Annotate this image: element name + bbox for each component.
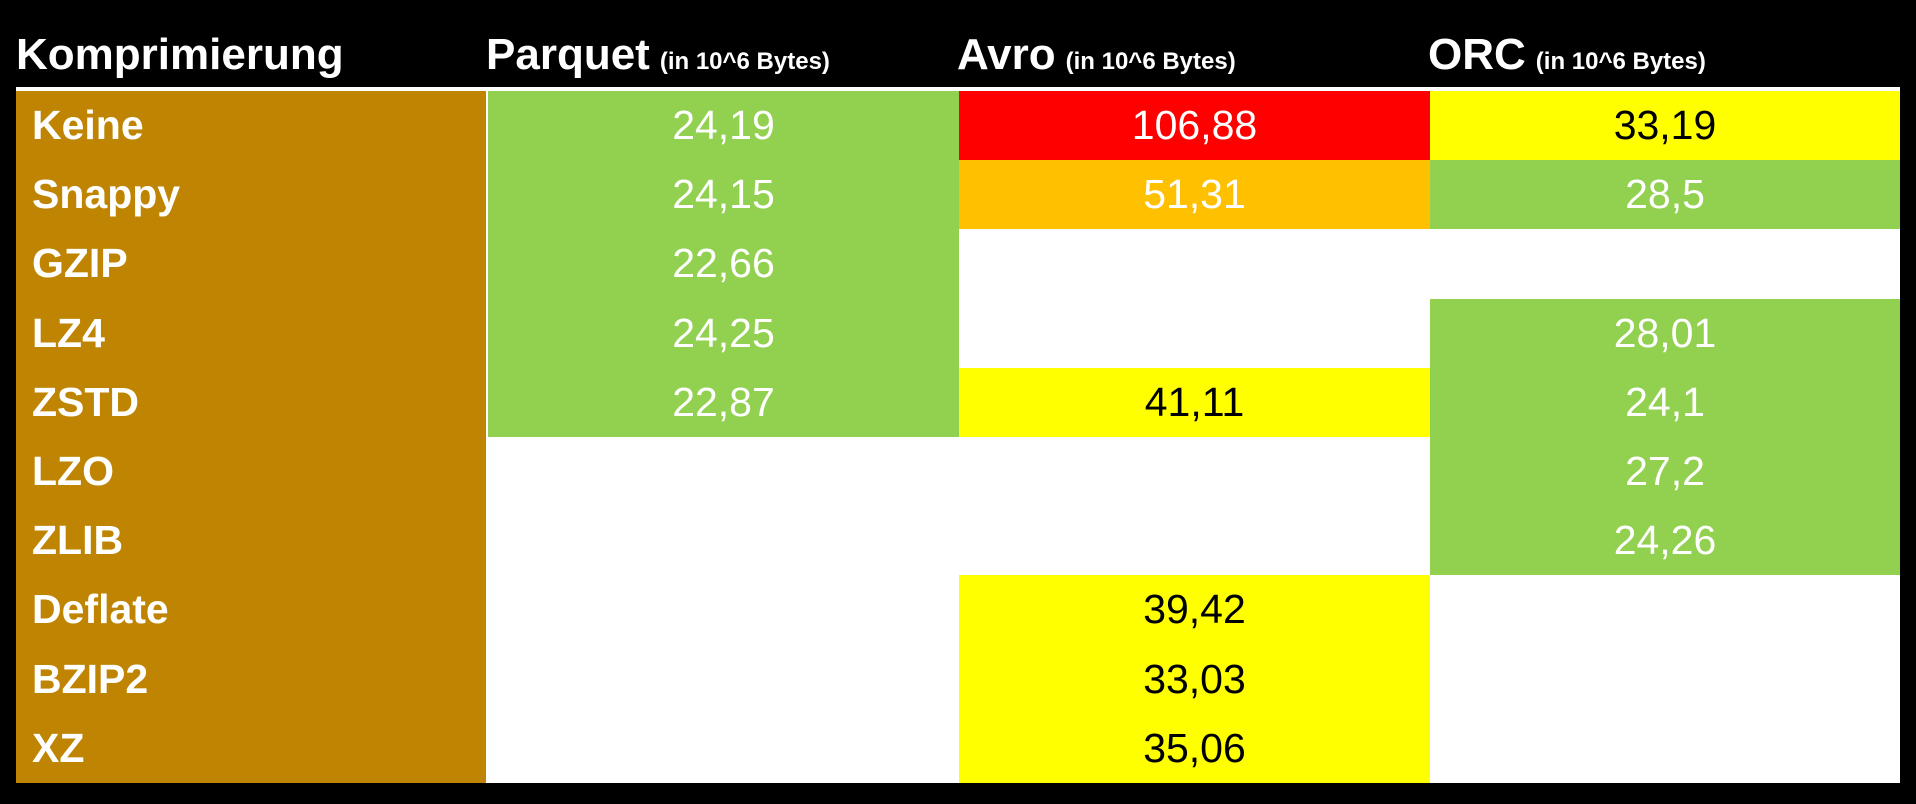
orc-cell	[1430, 575, 1900, 645]
table-row: Deflate 39,42	[16, 575, 1900, 645]
header-avro-label: Avro	[957, 30, 1056, 79]
parquet-cell: 24,15	[488, 160, 959, 230]
table-row: Keine 24,19 106,88 33,19	[16, 91, 1900, 161]
header-compression: Komprimierung	[16, 30, 344, 80]
header-orc-label: ORC	[1428, 30, 1526, 79]
avro-cell: 106,88	[959, 91, 1430, 161]
parquet-cell	[488, 713, 959, 783]
row-label: ZSTD	[32, 378, 140, 425]
orc-cell	[1430, 644, 1900, 714]
header-parquet-unit: (in 10^6 Bytes)	[659, 48, 830, 75]
header-avro: Avro (in 10^6 Bytes)	[957, 30, 1236, 80]
parquet-cell	[488, 575, 959, 645]
avro-cell	[959, 506, 1430, 576]
table-row: XZ 35,06	[16, 713, 1900, 783]
row-label: Keine	[32, 102, 144, 148]
parquet-cell	[488, 644, 959, 714]
row-label: Snappy	[32, 171, 181, 218]
orc-cell	[1430, 713, 1900, 783]
orc-cell: 27,2	[1430, 437, 1900, 507]
parquet-cell: 22,87	[488, 367, 959, 437]
row-label: GZIP	[32, 240, 128, 287]
table-row: GZIP 22,66	[16, 229, 1900, 299]
avro-cell: 33,03	[959, 644, 1430, 714]
table-row: BZIP2 33,03	[16, 644, 1900, 714]
table-row: ZSTD 22,87 41,11 24,1	[16, 367, 1900, 437]
avro-cell	[959, 298, 1430, 368]
row-label: LZO	[32, 448, 114, 494]
row-label: ZLIB	[32, 517, 124, 564]
orc-cell: 33,19	[1430, 91, 1900, 161]
table-row: LZO 27,2	[16, 437, 1900, 507]
orc-cell	[1430, 229, 1900, 299]
parquet-cell: 24,19	[488, 91, 959, 161]
avro-cell: 39,42	[959, 575, 1430, 645]
header-parquet-label: Parquet	[486, 30, 650, 79]
label-column	[16, 91, 486, 783]
header-parquet: Parquet (in 10^6 Bytes)	[486, 30, 830, 80]
parquet-cell	[488, 506, 959, 576]
avro-cell: 35,06	[959, 713, 1430, 783]
row-label: BZIP2	[32, 655, 149, 702]
avro-cell: 41,11	[959, 367, 1430, 437]
row-label: LZ4	[32, 309, 105, 356]
avro-cell	[959, 437, 1430, 507]
orc-cell: 24,1	[1430, 367, 1900, 437]
header-orc: ORC (in 10^6 Bytes)	[1428, 30, 1706, 80]
header-avro-unit: (in 10^6 Bytes)	[1065, 48, 1236, 75]
parquet-cell: 22,66	[488, 229, 959, 299]
header-compression-label: Komprimierung	[16, 30, 344, 79]
row-label: XZ	[32, 724, 85, 771]
header-divider	[16, 87, 1900, 91]
header-orc-unit: (in 10^6 Bytes)	[1535, 48, 1706, 75]
row-label: Deflate	[32, 586, 169, 633]
orc-cell: 28,01	[1430, 298, 1900, 368]
orc-cell: 24,26	[1430, 506, 1900, 576]
table-row: Snappy 24,15 51,31 28,5	[16, 160, 1900, 230]
table-row: ZLIB 24,26	[16, 506, 1900, 576]
parquet-cell: 24,25	[488, 298, 959, 368]
avro-cell	[959, 229, 1430, 299]
table-row: LZ4 24,25 28,01	[16, 298, 1900, 368]
table-body: Keine 24,19 106,88 33,19 Snappy 24,15 51…	[16, 91, 1900, 783]
orc-cell: 28,5	[1430, 160, 1900, 230]
parquet-cell	[488, 437, 959, 507]
bottom-border	[16, 783, 1900, 787]
avro-cell: 51,31	[959, 160, 1430, 230]
